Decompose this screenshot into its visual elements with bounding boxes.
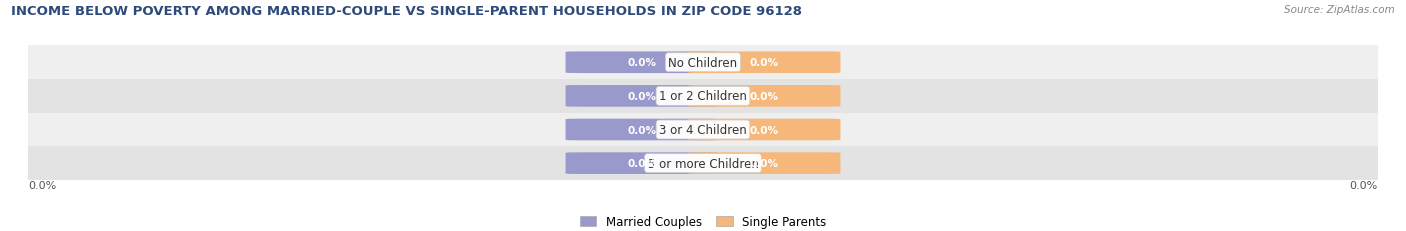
Text: 3 or 4 Children: 3 or 4 Children bbox=[659, 123, 747, 137]
Text: 1 or 2 Children: 1 or 2 Children bbox=[659, 90, 747, 103]
Bar bbox=[28, 80, 1378, 113]
Text: INCOME BELOW POVERTY AMONG MARRIED-COUPLE VS SINGLE-PARENT HOUSEHOLDS IN ZIP COD: INCOME BELOW POVERTY AMONG MARRIED-COUPL… bbox=[11, 5, 803, 18]
Bar bbox=[28, 113, 1378, 147]
FancyBboxPatch shape bbox=[689, 86, 841, 107]
Text: 0.0%: 0.0% bbox=[749, 158, 779, 168]
Text: 0.0%: 0.0% bbox=[627, 158, 657, 168]
FancyBboxPatch shape bbox=[565, 52, 717, 74]
Text: 0.0%: 0.0% bbox=[1350, 180, 1378, 190]
Legend: Married Couples, Single Parents: Married Couples, Single Parents bbox=[578, 213, 828, 231]
Text: 0.0%: 0.0% bbox=[749, 58, 779, 68]
FancyBboxPatch shape bbox=[689, 52, 841, 74]
FancyBboxPatch shape bbox=[565, 86, 717, 107]
FancyBboxPatch shape bbox=[565, 153, 717, 174]
Text: 0.0%: 0.0% bbox=[627, 58, 657, 68]
FancyBboxPatch shape bbox=[565, 119, 717, 141]
Bar bbox=[28, 147, 1378, 180]
Text: 0.0%: 0.0% bbox=[749, 91, 779, 101]
Bar bbox=[28, 46, 1378, 80]
Text: Source: ZipAtlas.com: Source: ZipAtlas.com bbox=[1284, 5, 1395, 15]
FancyBboxPatch shape bbox=[689, 119, 841, 141]
FancyBboxPatch shape bbox=[689, 153, 841, 174]
Text: 5 or more Children: 5 or more Children bbox=[648, 157, 758, 170]
Text: 0.0%: 0.0% bbox=[749, 125, 779, 135]
Text: 0.0%: 0.0% bbox=[627, 125, 657, 135]
Text: 0.0%: 0.0% bbox=[627, 91, 657, 101]
Text: 0.0%: 0.0% bbox=[28, 180, 56, 190]
Text: No Children: No Children bbox=[668, 56, 738, 70]
